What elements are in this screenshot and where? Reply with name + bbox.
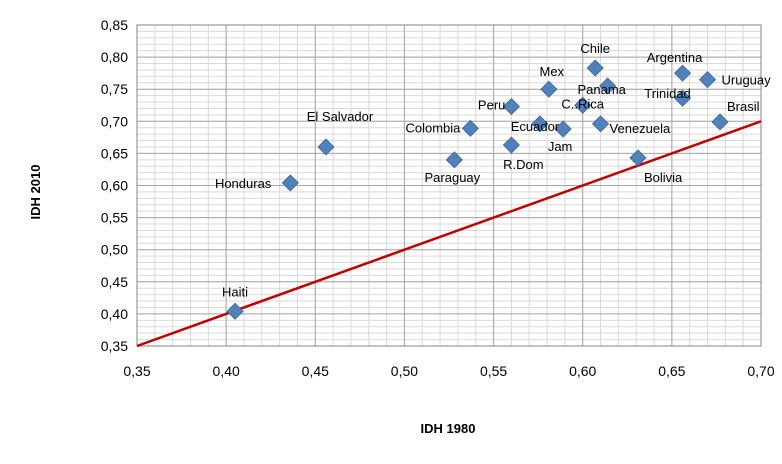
y-tick-label: 0,60	[101, 178, 128, 194]
x-axis-title: IDH 1980	[421, 421, 476, 436]
data-point-label: R.Dom	[503, 157, 543, 172]
x-tick-label: 0,65	[658, 363, 685, 379]
x-tick-label: 0,70	[747, 363, 774, 379]
data-point-label: Bolivia	[644, 170, 683, 185]
y-tick-label: 0,45	[101, 274, 128, 290]
data-point-label: Venezuela	[610, 121, 671, 136]
data-point-marker	[591, 115, 610, 133]
data-point-label: Peru	[478, 98, 505, 113]
data-point-marker	[445, 151, 463, 169]
data-point-label: Uruguay	[722, 73, 772, 88]
data-point-marker	[461, 119, 479, 137]
data-point-marker	[540, 80, 558, 98]
data-point-label: Argentina	[647, 50, 703, 65]
data-point-marker	[502, 97, 520, 116]
data-point-marker	[226, 302, 244, 320]
y-tick-label: 0,65	[101, 145, 128, 161]
data-point-label: Mex	[540, 64, 565, 79]
data-point-marker	[599, 77, 617, 95]
x-tick-label: 0,60	[569, 363, 596, 379]
x-tick-label: 0,55	[480, 363, 507, 379]
data-point-label: Trinidad	[644, 86, 690, 101]
data-point-marker	[586, 59, 604, 77]
x-axis-ticks: 0,35 0,40 0,45 0,50 0,55 0,60 0,65 0,70	[123, 363, 774, 379]
data-point-label: Brasil	[727, 99, 760, 114]
y-tick-label: 0,70	[101, 113, 128, 129]
y-axis-ticks: 0,35 0,40 0,45 0,50 0,55 0,60 0,65 0,70 0,75 0,80…	[101, 17, 128, 354]
data-point-label: Paraguay	[425, 170, 481, 185]
data-point-marker	[629, 149, 647, 167]
plot-area-border	[136, 24, 762, 347]
data-point-marker	[531, 115, 549, 133]
data-point-marker	[281, 174, 299, 192]
data-point-marker	[711, 113, 729, 131]
y-tick-label: 0,85	[101, 17, 128, 33]
y-tick-label: 0,35	[101, 338, 128, 354]
data-point-label: C..Rica	[561, 96, 604, 111]
y-axis-title: IDH 2010	[28, 165, 43, 220]
data-point-marker	[673, 64, 692, 82]
data-point-marker	[502, 136, 520, 154]
data-point-label: Colombia	[405, 120, 461, 135]
y-tick-label: 0,80	[101, 49, 128, 65]
x-tick-label: 0,40	[213, 363, 240, 379]
data-point-marker	[698, 71, 717, 89]
data-point-label: El Salvador	[307, 109, 374, 124]
x-tick-label: 0,50	[391, 363, 418, 379]
data-point-label: Ecuador	[511, 119, 560, 134]
data-point-marker	[317, 138, 335, 156]
data-point-labels: Haiti Honduras El Salvador Paraguay Colombia…	[215, 41, 771, 299]
data-point-marker	[574, 96, 592, 114]
y-tick-label: 0,75	[101, 81, 128, 97]
x-tick-label: 0,35	[123, 363, 150, 379]
data-points	[226, 59, 729, 320]
data-point-label: Honduras	[215, 176, 272, 191]
x-tick-label: 0,45	[302, 363, 329, 379]
data-point-label: Panama	[577, 82, 626, 97]
y-tick-label: 0,55	[101, 210, 128, 226]
y-tick-label: 0,50	[101, 242, 128, 258]
data-point-marker	[673, 89, 692, 107]
data-point-label: Jam	[548, 139, 573, 154]
data-point-label: Haiti	[222, 284, 248, 299]
data-point-marker	[554, 120, 572, 138]
y-tick-label: 0,40	[101, 306, 128, 322]
data-point-label: Chile	[580, 41, 610, 56]
reference-line	[136, 120, 762, 348]
